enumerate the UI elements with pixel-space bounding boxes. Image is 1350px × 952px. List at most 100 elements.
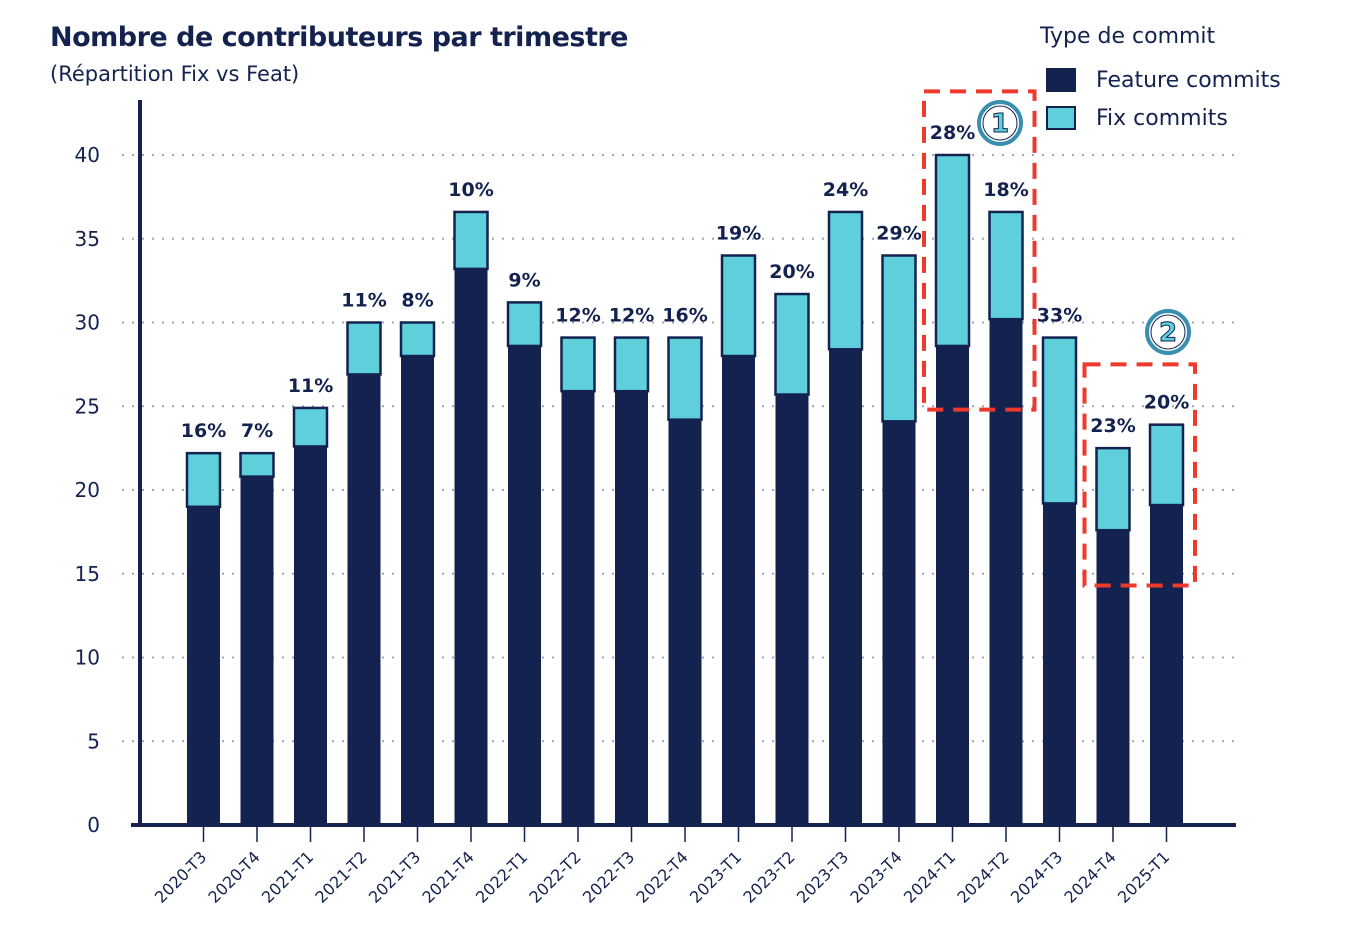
data-label: 19%	[716, 223, 761, 245]
chart-title: Nombre de contributeurs par trimestre	[50, 22, 629, 53]
x-tick-label: 2023-T1	[686, 847, 745, 906]
bar-feature	[347, 374, 381, 825]
data-label: 33%	[1037, 305, 1082, 327]
x-tick-label: 2022-T1	[472, 847, 531, 906]
bar-feature	[454, 268, 488, 825]
bar-fix	[988, 210, 1024, 321]
data-label: 24%	[823, 179, 868, 201]
bar-fix	[1148, 423, 1185, 507]
bar-fix	[774, 292, 810, 396]
bar-feature	[1150, 505, 1183, 825]
bar-fix	[292, 406, 329, 448]
bar-feature	[1043, 503, 1076, 825]
x-tick-label: 2024-T4	[1060, 847, 1119, 906]
bar-feature	[615, 391, 648, 825]
y-axis-ticks: 0 5 10 15 20 25 30 35 40	[75, 143, 100, 837]
x-tick-label: 2021-T4	[418, 847, 477, 906]
x-tick-label: 2022-T2	[525, 847, 584, 906]
bar-fix	[346, 321, 382, 376]
bar-feature	[882, 421, 916, 825]
bar-fix	[506, 301, 543, 348]
legend-title: Type de commit	[1040, 24, 1216, 49]
bar-fix	[1095, 446, 1131, 532]
data-label: 8%	[401, 290, 433, 312]
data-labels: 16% 7% 11% 11% 8% 10% 9% 12% 12% 16% 19% 20% 24% 29% 2…	[181, 122, 1189, 442]
data-label: 29%	[876, 223, 921, 245]
bar-fix	[453, 210, 489, 271]
x-tick-label: 2022-T4	[632, 847, 691, 906]
bar-fix	[827, 210, 864, 351]
bar-feature	[401, 356, 434, 825]
annotation-number: 1	[991, 109, 1009, 139]
x-axis-ticks: 2020-T32020-T42021-T12021-T22021-T32021-…	[151, 827, 1173, 907]
bar-feature	[989, 319, 1023, 825]
bar-fix	[720, 254, 757, 358]
y-tick-label: 25	[75, 394, 100, 418]
bar-fix	[613, 336, 650, 393]
bar-fix	[1041, 336, 1078, 505]
y-tick-label: 40	[75, 143, 100, 167]
x-tick-label: 2020-T4	[204, 847, 263, 906]
bar-feature	[829, 349, 862, 825]
x-tick-label: 2024-T1	[900, 847, 959, 906]
x-tick-label: 2021-T3	[365, 847, 424, 906]
data-label: 12%	[609, 305, 654, 327]
bar-feature	[187, 506, 220, 825]
data-label: 10%	[448, 179, 493, 201]
bar-feature	[508, 345, 541, 825]
data-label: 9%	[508, 269, 540, 291]
bar-feature	[240, 476, 274, 825]
annotation-badge-ring	[1150, 314, 1186, 350]
bar-feature	[294, 446, 327, 825]
annotation-badge-ring	[982, 105, 1018, 141]
annotation-number: 2	[1159, 318, 1177, 348]
annotations: 12	[922, 89, 1197, 588]
data-label: 16%	[662, 305, 707, 327]
chart-subtitle: (Répartition Fix vs Feat)	[50, 62, 300, 86]
data-label: 16%	[181, 420, 226, 442]
data-label: 28%	[930, 122, 975, 144]
y-tick-label: 0	[87, 813, 100, 837]
legend-swatch-fix	[1046, 106, 1076, 130]
x-tick-label: 2025-T1	[1114, 847, 1173, 906]
annotation-badge-icon	[977, 100, 1023, 146]
y-tick-label: 10	[75, 646, 100, 670]
bar-fix	[185, 451, 222, 508]
bar-feature	[722, 356, 755, 825]
legend-swatch-feature	[1046, 68, 1076, 92]
bar-fix	[881, 254, 917, 423]
bars	[185, 153, 1185, 825]
y-tick-label: 5	[87, 729, 100, 753]
y-tick-label: 30	[75, 311, 100, 335]
data-label: 23%	[1090, 415, 1135, 437]
data-label: 11%	[341, 290, 386, 312]
bar-feature	[561, 391, 595, 825]
y-tick-label: 35	[75, 227, 100, 251]
legend-item-feature: Feature commits	[1040, 61, 1281, 99]
x-tick-label: 2023-T4	[846, 847, 905, 906]
x-tick-label: 2023-T3	[793, 847, 852, 906]
data-label: 18%	[983, 179, 1028, 201]
x-tick-label: 2024-T3	[1007, 847, 1066, 906]
x-tick-label: 2021-T2	[311, 847, 370, 906]
bar-fix	[239, 451, 275, 478]
annotation-badge-icon	[1145, 309, 1191, 355]
data-label: 7%	[241, 420, 273, 442]
legend-item-fix: Fix commits	[1040, 99, 1281, 137]
data-label: 12%	[555, 305, 600, 327]
bar-feature	[775, 394, 809, 825]
x-tick-label: 2024-T2	[953, 847, 1012, 906]
x-tick-label: 2022-T3	[579, 847, 638, 906]
bar-fix	[399, 321, 436, 358]
y-tick-label: 20	[75, 478, 100, 502]
y-tick-label: 15	[75, 562, 100, 586]
bar-feature	[936, 345, 969, 825]
x-tick-label: 2021-T1	[258, 847, 317, 906]
bar-fix	[934, 153, 971, 348]
data-label: 20%	[1144, 392, 1189, 414]
bar-fix	[667, 336, 703, 421]
legend-label-fix: Fix commits	[1096, 105, 1228, 131]
data-label: 11%	[288, 375, 333, 397]
bar-feature	[668, 419, 702, 825]
